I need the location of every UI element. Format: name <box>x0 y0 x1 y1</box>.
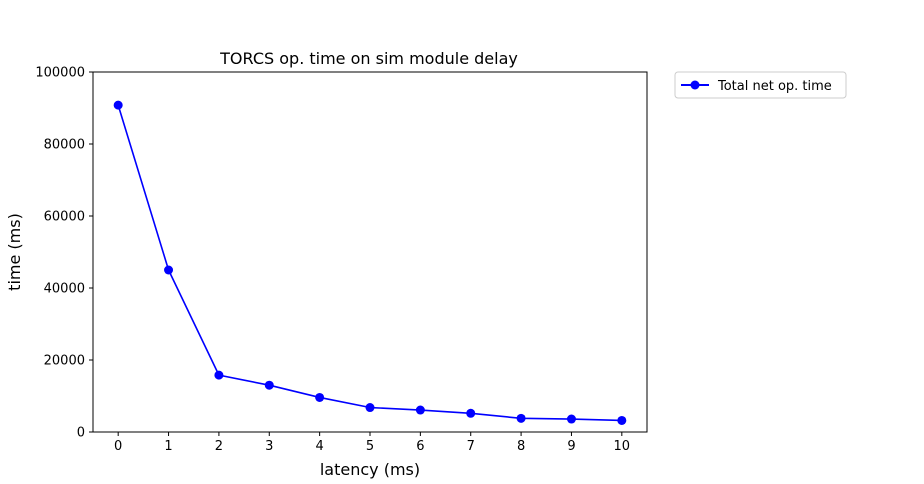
x-tick-label: 8 <box>517 439 525 454</box>
x-tick-label: 1 <box>164 439 172 454</box>
legend-marker-sample <box>690 80 700 90</box>
data-point <box>264 380 274 390</box>
data-point <box>566 414 576 424</box>
x-tick-label: 5 <box>366 439 374 454</box>
y-tick-label: 80000 <box>44 138 85 153</box>
x-axis: 0 1 2 3 4 5 6 7 8 9 10 <box>114 432 630 454</box>
legend: Total net op. time <box>674 71 847 99</box>
data-point <box>617 415 627 425</box>
y-tick-label: 100000 <box>35 66 85 81</box>
x-tick-label: 9 <box>567 439 575 454</box>
y-axis-label: time (ms) <box>5 213 24 291</box>
x-axis-label: latency (ms) <box>320 460 420 479</box>
series-layer <box>113 100 627 425</box>
data-point <box>365 403 375 413</box>
data-point <box>315 392 325 402</box>
y-tick-label: 20000 <box>44 354 85 369</box>
data-point <box>516 413 526 423</box>
data-point <box>415 405 425 415</box>
y-tick-label: 40000 <box>44 282 85 297</box>
data-point <box>164 265 174 275</box>
x-tick-label: 6 <box>416 439 424 454</box>
y-axis: 0 20000 40000 60000 80000 100000 <box>35 66 93 441</box>
x-tick-label: 2 <box>215 439 223 454</box>
data-point <box>466 408 476 418</box>
legend-box <box>674 71 847 99</box>
x-tick-label: 4 <box>315 439 323 454</box>
data-point <box>214 370 224 380</box>
x-tick-label: 7 <box>467 439 475 454</box>
y-tick-label: 60000 <box>44 210 85 225</box>
plot-area-frame <box>92 71 648 433</box>
x-tick-label: 3 <box>265 439 273 454</box>
x-tick-label: 10 <box>614 439 631 454</box>
legend-entry-label: Total net op. time <box>717 79 832 94</box>
x-tick-label: 0 <box>114 439 122 454</box>
data-point <box>113 100 123 110</box>
y-tick-label: 0 <box>77 426 85 441</box>
chart-title: TORCS op. time on sim module delay <box>219 49 518 68</box>
series-line <box>117 104 622 422</box>
